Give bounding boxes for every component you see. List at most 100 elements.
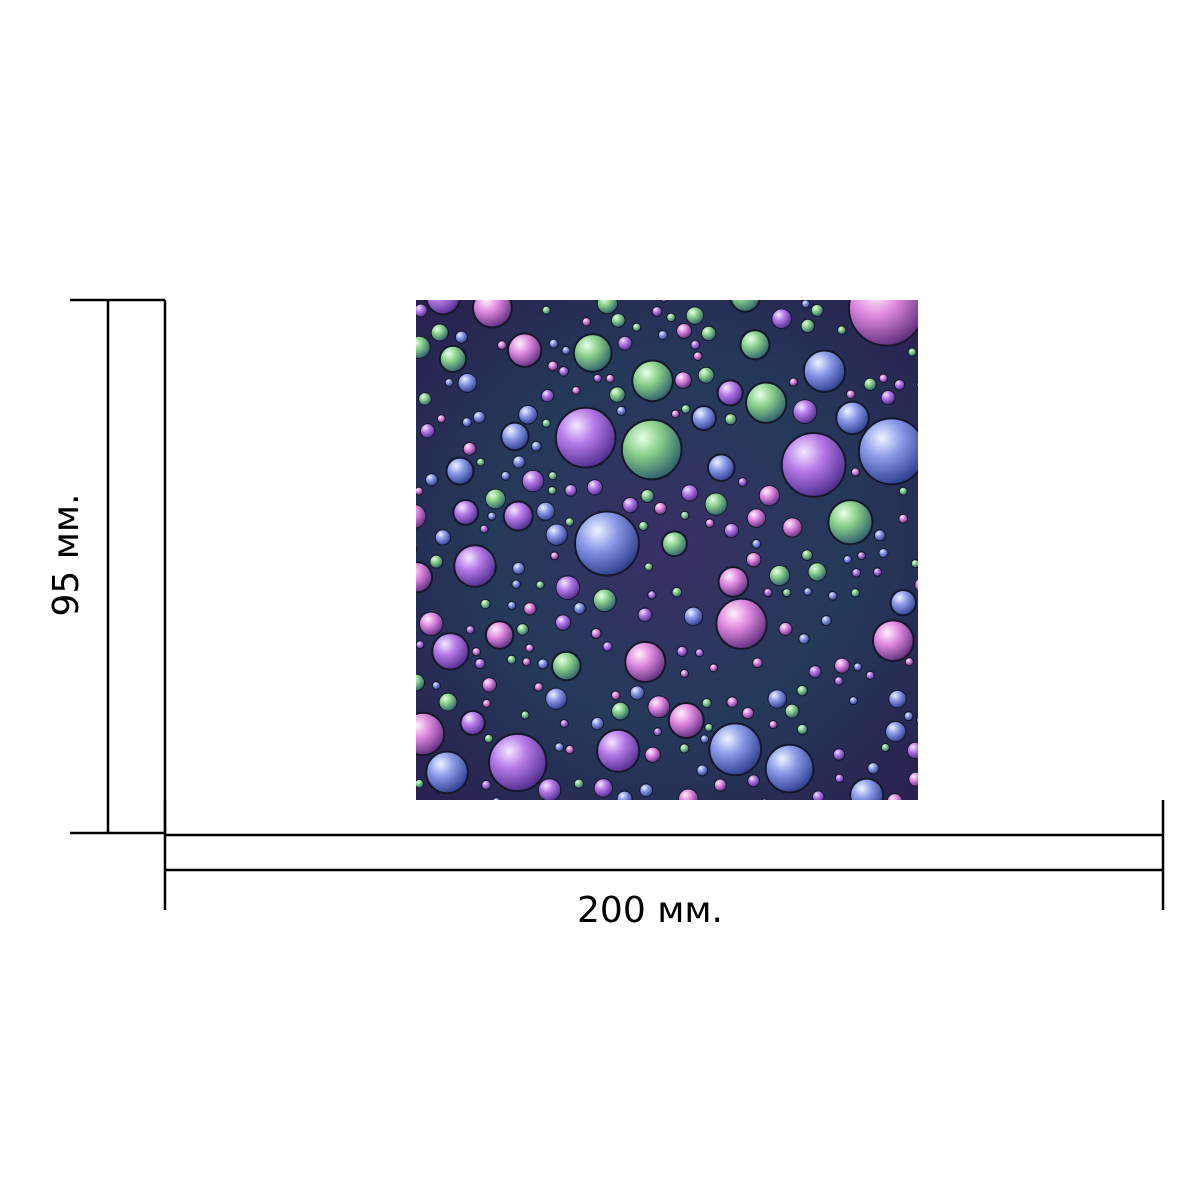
bubble	[581, 317, 592, 327]
bubble	[847, 300, 918, 347]
bubble	[602, 641, 613, 652]
bubble	[622, 496, 639, 514]
bubble	[610, 313, 626, 328]
bubble	[647, 695, 671, 719]
bubble	[419, 423, 436, 439]
bubble	[533, 682, 544, 692]
bubble	[518, 404, 538, 425]
bubble	[523, 602, 537, 616]
bubble	[438, 344, 468, 374]
bubble	[848, 696, 859, 706]
bubble	[808, 665, 822, 679]
bubble	[801, 549, 813, 561]
bubble	[782, 588, 792, 598]
bubble	[871, 619, 915, 663]
bubble	[849, 777, 885, 800]
bubble	[845, 389, 856, 400]
bubble	[611, 701, 630, 721]
bubble	[763, 587, 773, 598]
bubble	[479, 524, 489, 534]
bubble	[674, 371, 692, 389]
bubble	[481, 779, 492, 791]
bubble	[492, 797, 501, 800]
bubble	[632, 322, 642, 332]
bubble	[571, 385, 581, 396]
bubble	[916, 716, 918, 724]
bubble	[704, 492, 728, 516]
bubble	[500, 470, 511, 481]
width-dimension: 200 мм.	[163, 800, 1165, 931]
bubble	[676, 322, 693, 339]
bubble	[471, 300, 513, 329]
bubble	[704, 518, 715, 529]
bubble	[745, 551, 762, 568]
bubble	[904, 657, 914, 667]
bubble	[906, 741, 918, 760]
bubble	[807, 562, 827, 582]
bubble	[521, 469, 545, 493]
bubble	[739, 329, 771, 361]
bubble	[857, 417, 918, 486]
bubble	[723, 522, 740, 539]
bubble	[416, 303, 428, 318]
bubble	[481, 677, 498, 693]
bubble	[520, 710, 530, 720]
bubble	[638, 520, 649, 532]
bubble	[834, 676, 844, 686]
bubble	[457, 373, 478, 393]
bubble	[452, 499, 480, 526]
bubble	[666, 312, 676, 323]
bubble	[596, 728, 641, 773]
bubble	[522, 657, 532, 667]
bubble	[680, 484, 699, 502]
bubble	[685, 306, 705, 325]
bubble	[914, 578, 918, 592]
bubble	[678, 788, 699, 800]
bubble	[758, 484, 781, 507]
bubble	[590, 716, 605, 731]
bubble	[545, 523, 568, 546]
bubble	[680, 404, 691, 414]
bubble	[657, 330, 668, 341]
bubble	[551, 650, 582, 682]
bubble	[516, 623, 529, 636]
bubble	[616, 790, 633, 800]
bubble	[512, 561, 526, 575]
bubble	[653, 501, 668, 516]
bubble	[851, 568, 862, 578]
bubble	[800, 318, 815, 334]
bubble	[554, 614, 572, 631]
bubble	[863, 377, 877, 391]
bubble	[548, 338, 559, 349]
bubble	[811, 790, 825, 800]
bubble	[416, 486, 424, 496]
bubble	[485, 488, 506, 510]
bubble	[565, 744, 575, 755]
bubble	[537, 778, 562, 800]
bubble	[482, 698, 492, 709]
bubble	[679, 668, 689, 678]
bubble	[724, 413, 737, 426]
bubble	[832, 748, 846, 761]
bubble	[692, 351, 703, 361]
bubble	[465, 625, 475, 635]
bubble	[708, 722, 763, 777]
bubble	[820, 615, 832, 627]
bubble	[768, 564, 791, 587]
bubble	[788, 377, 799, 387]
bubble	[898, 486, 908, 496]
bubble	[537, 658, 549, 670]
bubble	[745, 381, 788, 424]
bubble	[788, 291, 796, 299]
bubble	[886, 793, 903, 800]
bubble	[416, 640, 425, 650]
bubble	[661, 530, 688, 558]
bubble	[784, 703, 800, 719]
bubble	[920, 647, 929, 656]
bubble	[459, 709, 486, 737]
bubble	[853, 662, 863, 672]
bubble	[416, 335, 431, 359]
product-image	[416, 291, 929, 800]
bubble	[507, 600, 517, 611]
bubble	[697, 366, 715, 384]
